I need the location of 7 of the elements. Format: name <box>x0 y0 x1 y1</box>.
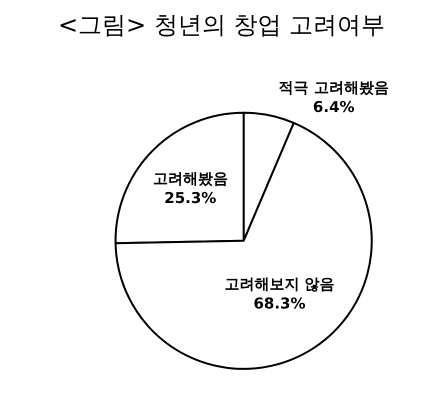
slice-label: 고려해봤음 <box>152 170 228 188</box>
slice-label: 적극 고려해봤음 <box>278 78 389 97</box>
slice-label: 고려해보지 않음 <box>224 275 335 294</box>
data-label: 6.4% <box>312 98 355 116</box>
data-label: 68.3% <box>253 294 306 313</box>
chart-title: <그림> 청년의 창업 고려여부 <box>58 11 386 39</box>
data-label: 25.3% <box>164 189 216 208</box>
